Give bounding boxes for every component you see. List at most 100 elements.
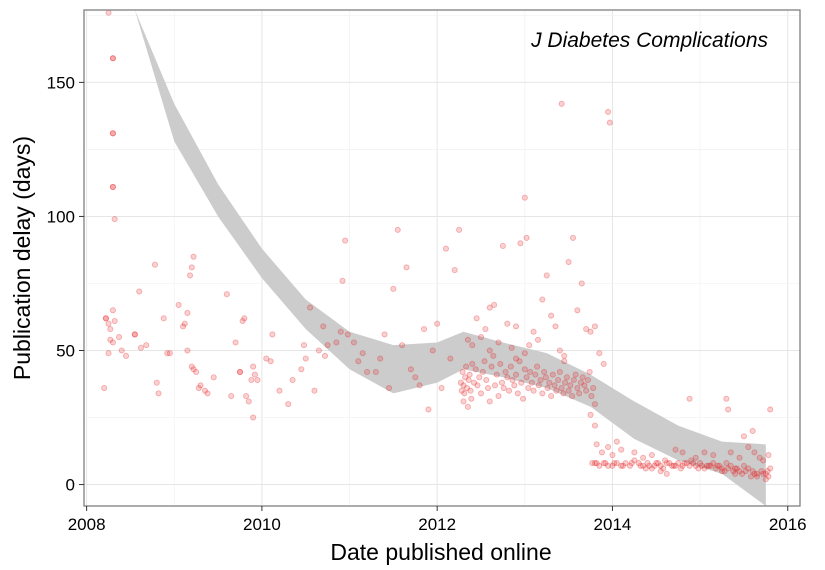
data-point: [730, 468, 737, 475]
data-point: [499, 242, 506, 249]
data-point: [546, 379, 553, 386]
data-point: [679, 462, 686, 469]
grid-lines: [84, 10, 800, 506]
data-point: [394, 226, 401, 233]
data-point: [692, 454, 699, 461]
data-point: [463, 384, 471, 392]
data-point: [670, 462, 677, 469]
data-point: [534, 363, 541, 370]
data-point: [184, 347, 191, 354]
data-point: [493, 371, 500, 378]
data-point: [250, 363, 257, 370]
y-axis-title: Publication delay (days): [9, 136, 35, 380]
data-point: [758, 468, 765, 475]
data-point: [613, 438, 620, 445]
data-point: [593, 460, 600, 467]
data-point: [705, 462, 712, 469]
data-point: [486, 304, 493, 311]
data-point: [516, 358, 523, 365]
data-point: [653, 460, 660, 467]
data-point: [606, 119, 613, 126]
data-point: [668, 462, 676, 469]
data-point: [739, 470, 746, 477]
data-point: [622, 460, 629, 467]
data-point: [576, 390, 583, 397]
data-point: [596, 350, 603, 357]
data-point: [491, 382, 499, 389]
data-point: [339, 277, 346, 284]
data-point: [558, 100, 565, 107]
data-point: [504, 320, 511, 327]
data-point: [690, 460, 697, 467]
data-point: [756, 454, 763, 461]
data-point: [461, 390, 468, 397]
data-point: [520, 395, 527, 402]
data-point: [721, 468, 728, 475]
data-point: [500, 384, 507, 392]
data-point: [251, 371, 258, 378]
data-point: [767, 465, 774, 472]
data-point: [248, 376, 255, 384]
data-point: [732, 465, 739, 472]
data-point: [605, 462, 612, 469]
data-point: [583, 387, 590, 394]
data-point: [681, 460, 688, 467]
data-point: [184, 309, 191, 317]
data-point: [570, 376, 577, 384]
x-axis-title: Date published online: [330, 539, 551, 565]
data-point: [495, 339, 502, 346]
data-point: [153, 379, 160, 386]
data-point: [137, 344, 145, 351]
data-point: [458, 387, 465, 394]
data-point: [151, 261, 159, 268]
data-point: [760, 470, 767, 477]
data-point: [530, 387, 537, 394]
data-point: [193, 368, 200, 375]
smooth-confidence-band: [134, 10, 766, 506]
data-point: [460, 398, 467, 405]
data-point: [723, 395, 730, 402]
data-point: [618, 462, 625, 469]
data-point: [736, 468, 743, 475]
data-point: [760, 457, 767, 464]
data-point: [109, 307, 116, 314]
data-point: [619, 462, 627, 469]
data-point: [473, 315, 480, 322]
data-point: [321, 352, 329, 359]
data-point: [464, 336, 471, 343]
data-point: [425, 406, 432, 413]
data-point: [502, 368, 509, 375]
data-point: [179, 323, 187, 330]
data-point: [385, 384, 393, 392]
y-tick-label: 0: [66, 476, 75, 495]
data-point: [590, 384, 597, 392]
data-point: [555, 376, 562, 384]
data-point: [505, 387, 513, 394]
data-point: [470, 379, 478, 386]
data-point: [434, 320, 441, 327]
data-point: [521, 194, 528, 201]
data-point: [754, 473, 761, 480]
data-point: [107, 336, 114, 343]
data-point: [491, 301, 498, 308]
data-point: [131, 331, 138, 338]
data-point: [539, 296, 546, 303]
data-point: [567, 382, 574, 389]
data-point: [497, 360, 504, 367]
data-point: [605, 443, 612, 451]
data-point: [469, 342, 476, 349]
data-point: [587, 411, 594, 418]
data-point: [105, 9, 112, 16]
data-point: [707, 462, 714, 469]
data-point: [745, 443, 752, 451]
data-point: [495, 393, 502, 400]
data-point: [579, 374, 586, 381]
data-point: [596, 462, 603, 469]
data-point: [642, 465, 649, 472]
data-point: [526, 342, 533, 349]
data-point: [181, 320, 188, 327]
data-point: [698, 462, 705, 469]
data-point: [714, 462, 721, 469]
data-point: [618, 446, 625, 453]
data-point: [751, 470, 758, 477]
